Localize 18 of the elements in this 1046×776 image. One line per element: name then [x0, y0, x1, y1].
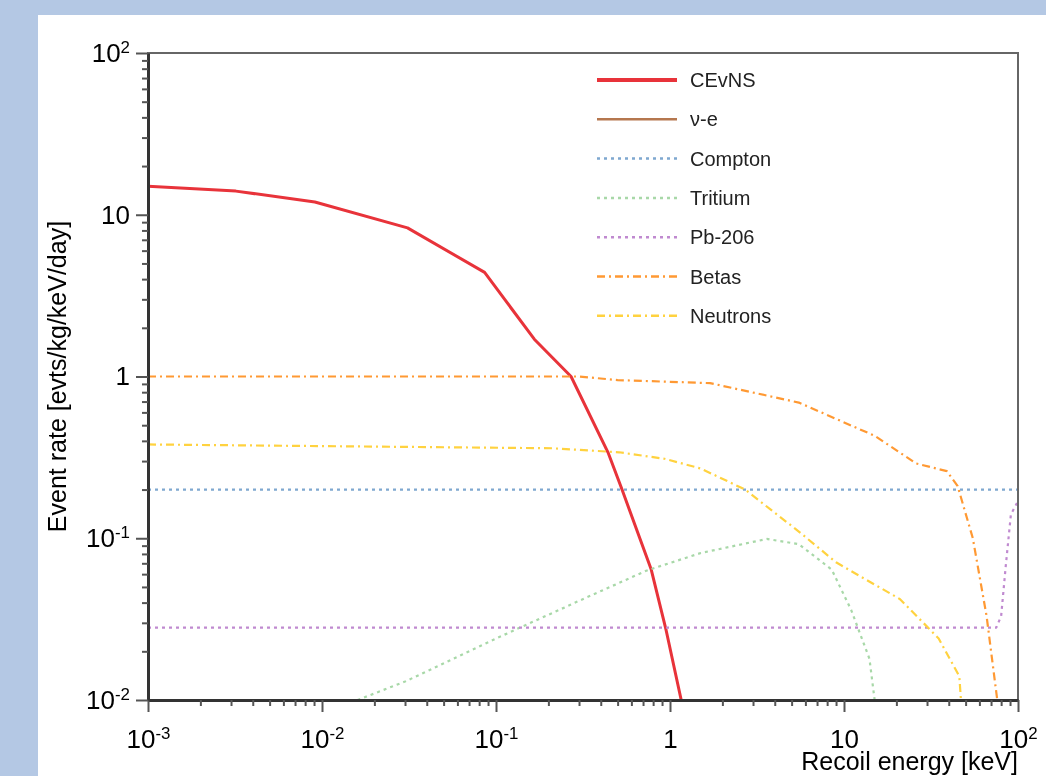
y-axis-title: Event rate [evts/kg/keV/day] [43, 220, 71, 533]
legend-label: Pb-206 [690, 226, 755, 249]
legend-label: CEvNS [690, 69, 756, 91]
x-tick-label: 10$^{-3}$ [126, 723, 171, 755]
legend-label: Tritium [690, 186, 751, 209]
legend-label: ν-e [690, 108, 718, 131]
x-tick-label: 10 [830, 724, 859, 755]
x-tick-label: 1 [663, 724, 678, 755]
x-tick-label: 10$^{-2}$ [300, 723, 345, 755]
y-tick-label: 10$^{2}$ [91, 37, 130, 68]
y-tick-label: 10 [101, 199, 130, 230]
legend-label: Compton [690, 147, 772, 170]
y-tick-label: 10$^{-2}$ [86, 684, 130, 715]
x-tick-label: 10$^{-1}$ [474, 723, 519, 755]
legend-label: Betas [690, 265, 742, 288]
y-tick-label: 1 [115, 361, 130, 392]
y-tick-label: 10$^{-1}$ [86, 522, 130, 554]
legend-label: Neutrons [690, 304, 772, 327]
